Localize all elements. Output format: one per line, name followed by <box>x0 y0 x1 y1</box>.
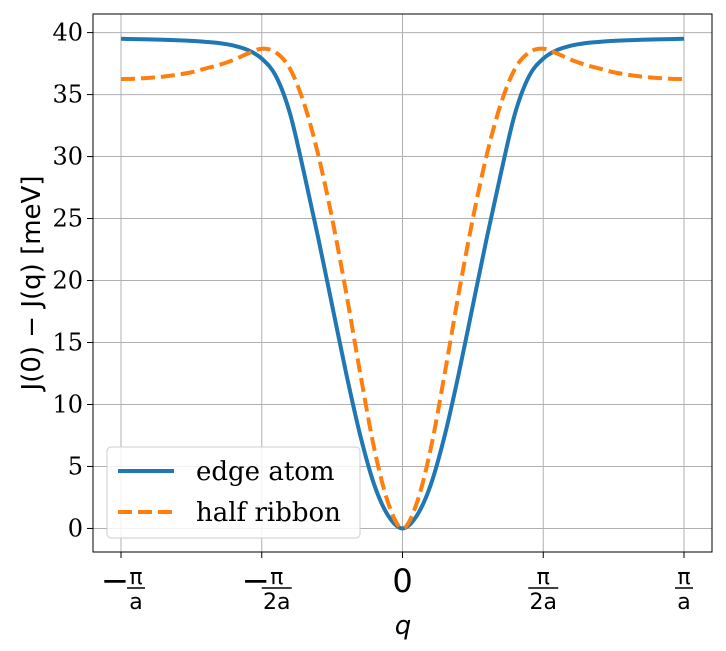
legend: edge atom half ribbon <box>106 446 361 539</box>
svg-text:π: π <box>677 565 690 590</box>
y-tick-label: 5 <box>68 452 83 480</box>
y-tick-label: 40 <box>52 19 83 47</box>
y-tick-label: 15 <box>52 329 83 357</box>
y-tick-label: 30 <box>52 143 83 171</box>
series-lines <box>120 36 685 531</box>
svg-text:a: a <box>129 590 142 615</box>
y-tick-label: 25 <box>52 205 83 233</box>
y-axis-ticks: 0 5 10 15 20 25 30 35 40 <box>52 19 93 542</box>
y-tick-label: 0 <box>68 514 83 542</box>
svg-text:−: − <box>242 561 271 601</box>
y-tick-label: 35 <box>52 81 83 109</box>
legend-label-half-ribbon: half ribbon <box>196 498 341 528</box>
svg-text:2a: 2a <box>263 590 290 615</box>
y-tick-label: 20 <box>52 267 83 295</box>
x-tick-label: 0 <box>392 562 412 600</box>
svg-text:0: 0 <box>392 562 412 600</box>
x-tick-label: − πa <box>101 561 145 615</box>
y-tick-label: 10 <box>52 390 83 418</box>
x-axis-title: q <box>395 611 412 641</box>
series-line-edge-atom <box>120 36 685 531</box>
x-tick-label: − π2a <box>242 561 292 615</box>
svg-text:2a: 2a <box>530 590 557 615</box>
x-tick-label: πa <box>675 565 693 615</box>
svg-text:π: π <box>270 565 283 590</box>
svg-text:a: a <box>677 590 690 615</box>
svg-text:−: − <box>101 561 130 601</box>
svg-text:π: π <box>537 565 550 590</box>
legend-label-edge-atom: edge atom <box>196 457 335 487</box>
y-axis-title: J(0) − J(q) [meV] <box>17 176 47 393</box>
x-tick-label: π2a <box>528 565 559 615</box>
svg-text:π: π <box>129 565 142 590</box>
